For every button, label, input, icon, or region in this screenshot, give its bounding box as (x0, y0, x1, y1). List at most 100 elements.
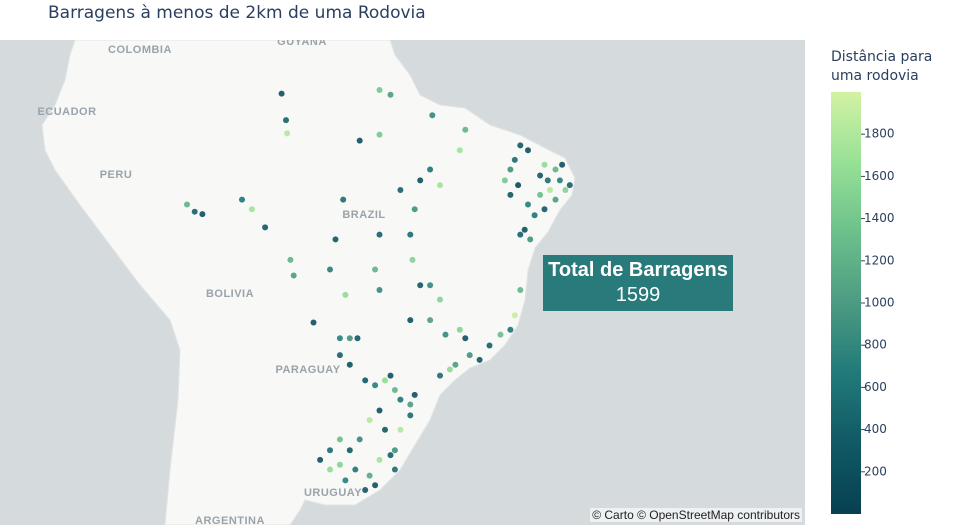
colorbar-tick-label: 1400 (864, 211, 895, 225)
dam-point (547, 187, 553, 193)
attribution[interactable]: © Carto © OpenStreetMap contributors (590, 508, 802, 522)
land (41, 40, 576, 525)
dam-point (515, 182, 522, 189)
dam-point (562, 187, 569, 193)
dam-point (354, 335, 361, 342)
chart-title: Barragens à menos de 2km de uma Rodovia (48, 3, 426, 23)
dam-point (342, 477, 349, 484)
dam-point (507, 166, 514, 173)
dam-point (427, 317, 434, 324)
dam-point (376, 287, 383, 294)
place-label: BRAZIL (342, 209, 385, 221)
place-label: BOLIVIA (206, 288, 254, 300)
dam-point (409, 256, 416, 263)
dam-point (290, 272, 297, 279)
annotation-box: Total de Barragens 1599 (543, 255, 733, 311)
dam-point (239, 196, 245, 203)
dam-point (437, 296, 443, 303)
dam-point (511, 156, 518, 163)
dam-point (427, 282, 434, 289)
dam-point (372, 266, 379, 273)
colorbar-tick-label: 1000 (864, 296, 895, 310)
dam-point (517, 142, 524, 149)
dam-point (541, 206, 548, 213)
dam-point (366, 417, 373, 424)
dam-point (525, 201, 531, 208)
dam-point (476, 356, 483, 363)
dam-point (376, 231, 383, 238)
dam-point (407, 401, 414, 408)
dam-point (552, 166, 559, 173)
dam-point (336, 352, 343, 359)
colorbar-tick-label: 1200 (864, 253, 895, 267)
colorbar-tick-label: 1800 (864, 127, 895, 141)
dam-point (521, 226, 528, 233)
dam-point (191, 208, 198, 215)
dam-point (356, 436, 363, 443)
colorbar-tick-label: 200 (864, 464, 887, 478)
dam-point (407, 231, 414, 238)
dam-point (332, 236, 339, 243)
dam-point (397, 187, 404, 193)
dam-point (407, 317, 414, 324)
dam-point (376, 86, 383, 93)
dam-point (507, 326, 514, 333)
dam-point (287, 256, 294, 263)
dam-point (352, 466, 359, 473)
dam-point (336, 335, 343, 342)
dam-point (397, 396, 404, 403)
colorbar-ticks: 200 400 600 800 1000 1200 1400 1600 1800 (861, 127, 895, 478)
annotation-title: Total de Barragens (548, 259, 728, 281)
dam-point (411, 206, 418, 213)
dam-point (376, 407, 383, 414)
dam-point (437, 182, 443, 189)
dam-point (262, 224, 269, 231)
dam-point (346, 447, 353, 454)
dam-point (456, 147, 463, 154)
dam-point (327, 447, 333, 454)
dam-point (527, 236, 534, 243)
place-label: PARAGUAY (275, 364, 340, 376)
dam-point (442, 331, 449, 338)
place-label: GUYANA (277, 36, 327, 48)
dam-point (427, 166, 434, 173)
colorbar-tick-label: 600 (864, 380, 887, 394)
dam-point (387, 452, 394, 459)
place-label: ARGENTINA (195, 515, 265, 525)
dam-point (336, 436, 343, 443)
dam-point (382, 377, 388, 384)
dam-point (283, 117, 289, 124)
dam-point (317, 456, 324, 463)
dam-point (411, 391, 418, 398)
dam-point (566, 182, 573, 189)
dam-point (397, 426, 404, 433)
place-label: PERU (100, 169, 133, 181)
dam-point (346, 335, 353, 342)
dam-point (544, 177, 551, 184)
dam-point (552, 196, 559, 203)
place-label: COLOMBIA (108, 44, 172, 56)
dam-point (446, 366, 453, 373)
dam-point (507, 191, 514, 198)
colorbar-tick-label: 1600 (864, 169, 895, 183)
dam-point (372, 382, 379, 389)
dam-point (340, 196, 347, 203)
dam-point (486, 342, 493, 349)
dam-point (452, 361, 459, 368)
dam-point (376, 456, 383, 463)
dam-point (248, 206, 255, 213)
dam-point (541, 161, 548, 168)
dam-point (362, 487, 369, 494)
dam-point (387, 372, 394, 379)
dam-point (407, 412, 414, 419)
colorbar-tick-label: 800 (864, 338, 887, 352)
place-labels: COLOMBIA GUYANA ECUADOR PERU BRAZIL BOLIVIA PA… (37, 36, 385, 525)
dam-point (327, 466, 333, 473)
dam-point (537, 191, 544, 198)
dam-point (531, 212, 538, 219)
dam-point (391, 447, 398, 454)
dam-point (462, 126, 469, 133)
dam-point (466, 352, 473, 359)
